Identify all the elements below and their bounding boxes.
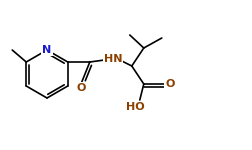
Text: O: O [76, 83, 85, 93]
Text: O: O [165, 79, 174, 89]
Text: HO: HO [127, 102, 145, 112]
Text: HN: HN [104, 54, 122, 64]
Text: N: N [42, 45, 52, 55]
